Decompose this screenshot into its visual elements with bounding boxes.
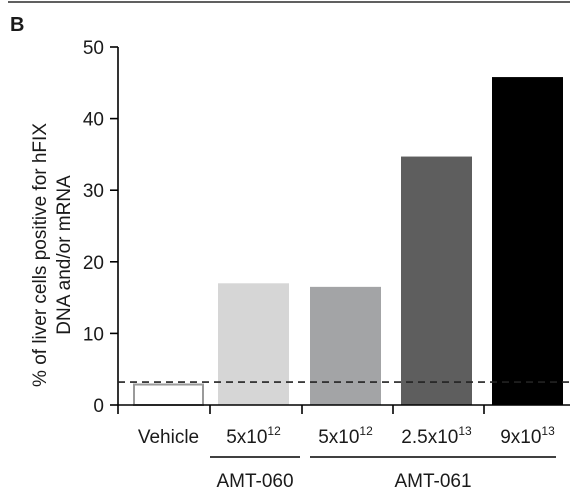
group-label: AMT-061 <box>394 471 471 492</box>
y-tick-label: 50 <box>83 38 104 59</box>
bar <box>133 383 204 406</box>
y-tick-label: 10 <box>83 324 104 345</box>
y-axis-title: % of liver cells positive for hFIX DNA a… <box>30 123 75 387</box>
bar <box>218 283 289 405</box>
y-axis-ticks: 0 10 20 30 40 50 <box>83 38 118 417</box>
bar <box>492 77 563 406</box>
bar <box>310 286 381 405</box>
group-label: AMT-060 <box>216 471 293 492</box>
panel-label: B <box>10 14 24 36</box>
y-tick-label: 30 <box>83 181 104 202</box>
y-tick-label: 40 <box>83 110 104 131</box>
x-tick-label: 9x1013 <box>500 424 555 448</box>
x-axis-labels: Vehicle 5x1012 5x1012 2.5x1013 9x1013 <box>138 424 555 448</box>
x-tick-label: Vehicle <box>138 427 199 448</box>
y-axis-title-line-2: DNA and/or mRNA <box>54 175 75 335</box>
y-tick-label: 20 <box>83 253 104 274</box>
x-tick-label: 5x1012 <box>318 424 373 448</box>
x-tick-label: 5x1012 <box>226 424 281 448</box>
y-axis-title-line-1: % of liver cells positive for hFIX <box>30 123 51 387</box>
x-axis-ticks <box>117 405 485 414</box>
bar <box>401 156 472 405</box>
y-tick-label: 0 <box>93 396 104 417</box>
x-tick-label: 2.5x1013 <box>401 424 472 448</box>
bars <box>133 77 563 406</box>
group-labels: AMT-060 AMT-061 <box>210 456 556 492</box>
